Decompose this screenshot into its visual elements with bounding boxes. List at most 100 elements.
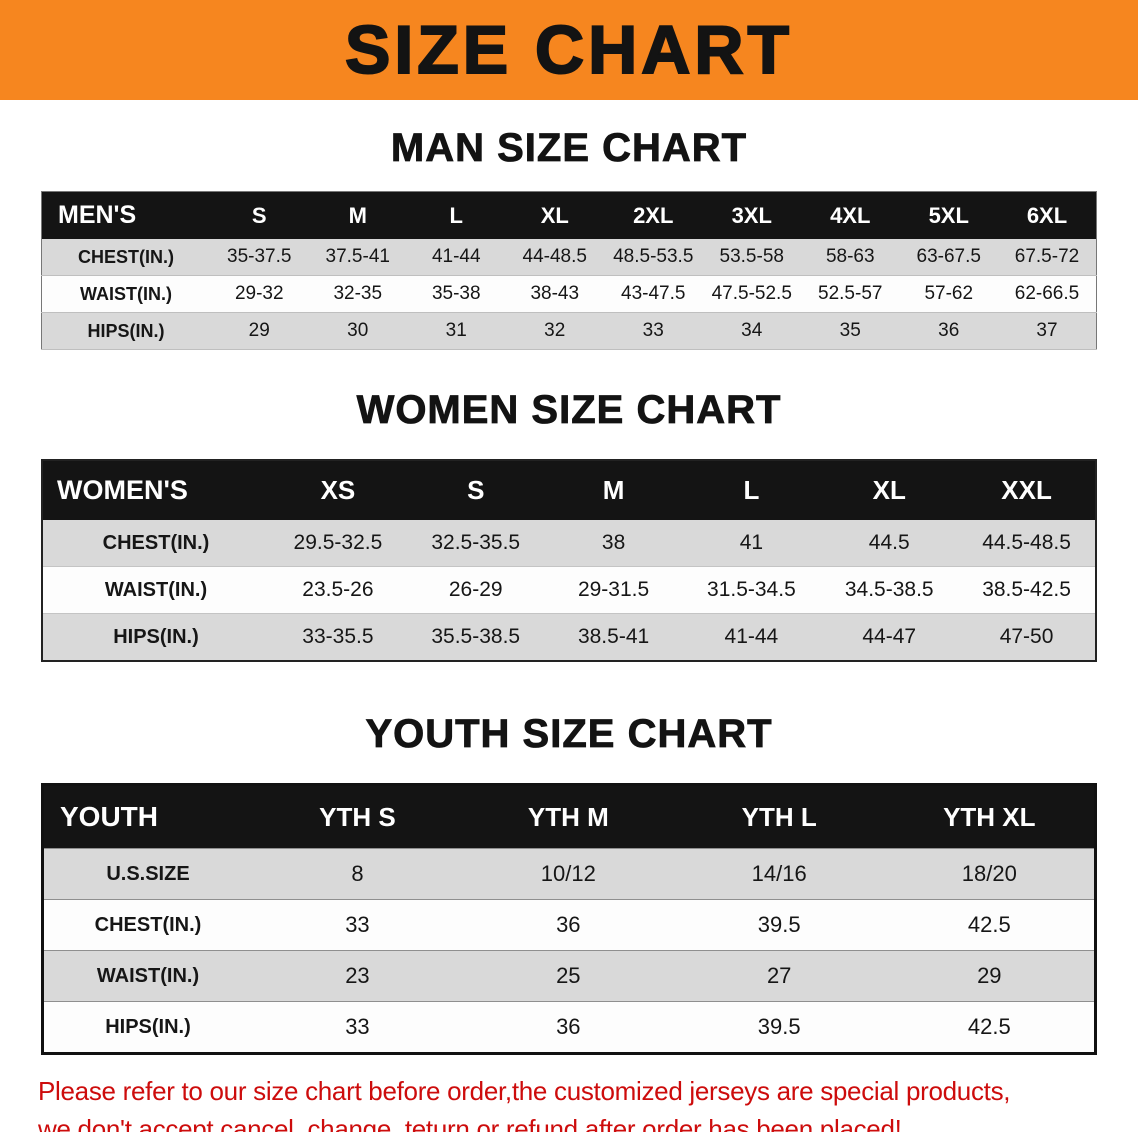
- size-value: 57-62: [924, 283, 974, 304]
- size-column-header: L: [407, 191, 506, 239]
- size-value: 33-35.5: [302, 625, 374, 648]
- order-policy-line-2: we don't accept cancel, change, teturn o…: [38, 1113, 902, 1132]
- size-value: 38.5-42.5: [982, 578, 1071, 601]
- man-size-chart-heading: MAN SIZE CHART: [390, 126, 748, 171]
- size-column-header: XL: [505, 191, 604, 239]
- size-value: 36: [556, 912, 581, 937]
- table-row: WAIST(IN.) 29-32 32-35 35-38 38-43 43-47.5 47.…: [41, 275, 1097, 313]
- size-value: 27: [766, 963, 792, 988]
- size-value: 44-47: [862, 625, 917, 648]
- page-title: SIZE CHART: [344, 12, 793, 88]
- size-column-header: YTH L: [673, 784, 885, 849]
- table-header-row: YOUTH YTH S YTH M YTH L YTH XL: [42, 784, 1096, 849]
- size-column-header: YTH M: [462, 784, 674, 849]
- size-column-header: 4XL: [801, 191, 900, 239]
- row-label: WAIST(IN.): [80, 283, 172, 304]
- youth-size-table: YOUTH YTH S YTH M YTH L YTH XL U.S.SIZE 8 10/12…: [41, 783, 1097, 1055]
- size-value: 39.5: [757, 912, 801, 937]
- row-label: CHEST(IN.): [94, 913, 202, 936]
- size-value: 35-38: [431, 283, 481, 304]
- size-value: 23: [345, 963, 370, 988]
- size-value: 29-31.5: [577, 578, 650, 601]
- size-column-header: 3XL: [702, 191, 801, 239]
- size-column-header: 5XL: [899, 191, 998, 239]
- size-value: 8: [351, 861, 364, 886]
- size-column-header: M: [544, 460, 683, 520]
- table-corner-label: MEN'S: [41, 191, 210, 239]
- size-value: 41-44: [724, 625, 779, 648]
- size-value: 34.5-38.5: [844, 578, 934, 601]
- size-value: 14/16: [751, 861, 807, 886]
- size-value: 32-35: [333, 283, 383, 304]
- row-label: WAIST(IN.): [104, 578, 208, 601]
- size-column-header: 2XL: [604, 191, 703, 239]
- size-value: 38.5-41: [577, 625, 650, 648]
- row-label: HIPS(IN.): [87, 320, 165, 341]
- size-value: 32.5-35.5: [431, 531, 521, 554]
- row-label: HIPS(IN.): [105, 1015, 191, 1038]
- size-value: 52.5-57: [818, 283, 883, 304]
- row-label: CHEST(IN.): [78, 246, 174, 267]
- row-label: HIPS(IN.): [113, 625, 199, 648]
- size-value: 37.5-41: [325, 246, 390, 267]
- size-value: 23.5-26: [302, 578, 374, 601]
- size-column-header: M: [308, 191, 407, 239]
- size-value: 18/20: [961, 861, 1017, 886]
- table-row: HIPS(IN.) 33 36 39.5 42.5: [42, 1001, 1096, 1054]
- size-value: 31.5-34.5: [707, 578, 796, 601]
- size-value: 32: [544, 320, 566, 341]
- size-value: 33: [345, 912, 370, 937]
- table-corner-label: WOMEN'S: [42, 460, 269, 520]
- size-value: 29: [248, 320, 270, 341]
- row-label: CHEST(IN.): [102, 531, 210, 554]
- table-header-row: WOMEN'S XS S M L XL XXL: [42, 460, 1096, 520]
- size-column-header: S: [210, 191, 309, 239]
- size-value: 25: [556, 963, 581, 988]
- women-size-table: WOMEN'S XS S M L XL XXL CHEST(IN.) 29.5-32.5 32.5…: [41, 459, 1097, 662]
- size-column-header: S: [406, 460, 545, 520]
- order-policy-note: Please refer to our size chart before or…: [38, 1073, 1138, 1132]
- size-value: 33: [642, 320, 664, 341]
- size-value: 26-29: [448, 578, 503, 601]
- table-row: CHEST(IN.) 35-37.5 37.5-41 41-44 44-48.5 48.5…: [41, 239, 1097, 276]
- size-value: 63-67.5: [916, 246, 981, 267]
- size-value: 39.5: [757, 1014, 801, 1039]
- size-column-header: L: [682, 460, 821, 520]
- size-column-header: YTH S: [252, 784, 463, 849]
- table-row: HIPS(IN.) 29 30 31 32 33 34 35 36 37: [41, 312, 1097, 350]
- size-value: 62-66.5: [1014, 283, 1080, 304]
- table-row: WAIST(IN.) 23 25 27 29: [42, 950, 1096, 1002]
- size-value: 43-47.5: [621, 283, 686, 304]
- size-value: 47.5-52.5: [711, 283, 792, 304]
- size-value: 58-63: [825, 246, 875, 267]
- size-value: 48.5-53.5: [613, 246, 694, 267]
- size-column-header: XXL: [958, 460, 1096, 520]
- banner: SIZE CHART: [0, 0, 1138, 100]
- size-value: 36: [556, 1014, 581, 1039]
- size-value: 41-44: [431, 246, 481, 267]
- row-label: WAIST(IN.): [96, 964, 200, 987]
- size-value: 29.5-32.5: [293, 531, 383, 554]
- size-value: 53.5-58: [719, 246, 784, 267]
- table-row: CHEST(IN.) 29.5-32.5 32.5-35.5 38 41 44.5 44.5…: [42, 520, 1096, 567]
- size-value: 31: [445, 320, 467, 341]
- size-value: 42.5: [967, 1014, 1011, 1039]
- size-column-header: 6XL: [998, 191, 1097, 239]
- table-header-row: MEN'S S M L XL 2XL 3XL 4XL 5XL 6XL: [41, 191, 1097, 239]
- table-row: WAIST(IN.) 23.5-26 26-29 29-31.5 31.5-34.5 34…: [42, 566, 1096, 614]
- size-column-header: XL: [820, 460, 959, 520]
- size-value: 44-48.5: [522, 246, 587, 267]
- size-value: 38-43: [530, 283, 580, 304]
- table-row: CHEST(IN.) 33 36 39.5 42.5: [42, 899, 1096, 951]
- table-row: U.S.SIZE 8 10/12 14/16 18/20: [42, 848, 1096, 900]
- size-value: 44.5: [868, 531, 910, 554]
- size-value: 35-37.5: [227, 246, 292, 267]
- size-value: 33: [345, 1014, 370, 1039]
- table-row: HIPS(IN.) 33-35.5 35.5-38.5 38.5-41 41-44 44-…: [42, 613, 1096, 661]
- size-value: 67.5-72: [1014, 246, 1080, 267]
- row-label: U.S.SIZE: [106, 862, 190, 885]
- size-value: 44.5-48.5: [982, 531, 1071, 554]
- size-value: 42.5: [967, 912, 1011, 937]
- size-value: 37: [1036, 320, 1058, 341]
